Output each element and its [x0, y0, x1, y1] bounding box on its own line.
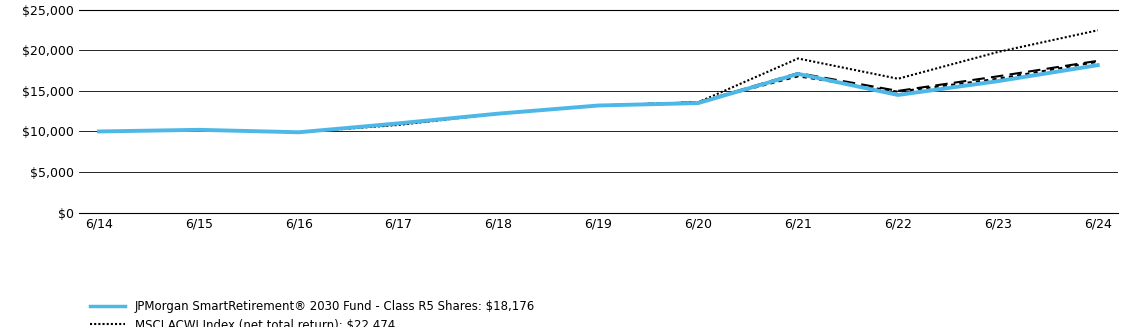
Legend: JPMorgan SmartRetirement® 2030 Fund - Class R5 Shares: $18,176, MSCI ACWI Index : JPMorgan SmartRetirement® 2030 Fund - Cl…: [85, 296, 540, 327]
